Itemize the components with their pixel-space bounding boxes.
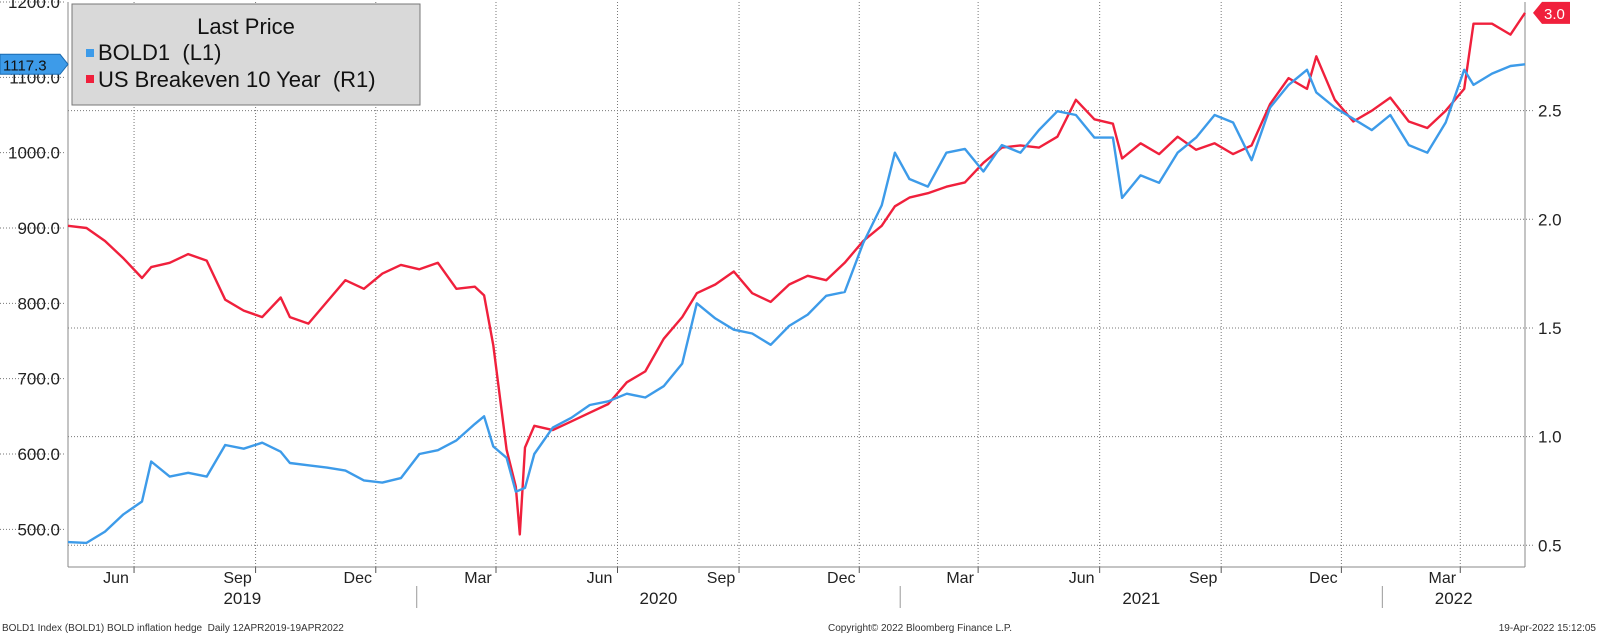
last-value-label-breakeven: 3.0 xyxy=(1544,6,1565,23)
year-label: 2020 xyxy=(640,589,678,608)
last-value-badge-breakeven xyxy=(1533,1,1570,24)
month-tick-label: Dec xyxy=(344,570,372,587)
last-value-label-bold1: 1117.3 xyxy=(3,57,47,74)
right-axis-tick-label: 1.5 xyxy=(1538,319,1562,338)
month-tick-label: Dec xyxy=(1309,570,1337,587)
left-axis-tick-label: 1200.0 xyxy=(8,0,60,12)
series-layer xyxy=(67,12,1526,545)
legend-label-bold1: BOLD1 (L1) xyxy=(98,40,222,65)
series-line-breakeven xyxy=(67,12,1526,536)
grid xyxy=(0,1,1535,567)
legend[interactable]: Last Price BOLD1 (L1) US Breakeven 10 Ye… xyxy=(71,3,421,106)
right-axis-tick-label: 2.5 xyxy=(1538,102,1562,121)
left-axis-tick-label: 1000.0 xyxy=(8,144,60,163)
legend-swatch-breakeven xyxy=(86,75,94,83)
year-label: 2021 xyxy=(1122,589,1160,608)
right-axis-tick-label: 0.5 xyxy=(1538,536,1562,555)
left-axis-tick-label: 500.0 xyxy=(17,520,60,539)
month-tick-label: Mar xyxy=(1428,570,1456,587)
month-tick-label: Jun xyxy=(1069,570,1095,587)
year-label: 2019 xyxy=(223,589,261,608)
month-tick-label: Sep xyxy=(1189,570,1218,587)
year-label: 2022 xyxy=(1435,589,1473,608)
month-tick-label: Dec xyxy=(827,570,855,587)
legend-label-breakeven: US Breakeven 10 Year (R1) xyxy=(98,67,376,92)
right-axis-tick-label: 2.0 xyxy=(1538,210,1562,229)
right-axis-tick-label: 1.0 xyxy=(1538,428,1562,447)
legend-title: Last Price xyxy=(197,14,295,39)
last-value-badge-bold1 xyxy=(0,53,69,75)
left-axis-tick-label: 600.0 xyxy=(17,445,60,464)
month-tick-label: Sep xyxy=(707,570,736,587)
month-tick-label: Jun xyxy=(587,570,613,587)
footer-center: Copyright© 2022 Bloomberg Finance L.P. xyxy=(828,623,1012,634)
left-axis-tick-label: 800.0 xyxy=(17,294,60,313)
footer-right: 19-Apr-2022 15:12:05 xyxy=(1499,623,1597,634)
month-tick-label: Mar xyxy=(946,570,974,587)
legend-swatch-bold1 xyxy=(86,49,94,57)
left-axis-tick-label: 900.0 xyxy=(17,219,60,238)
legend-box xyxy=(71,3,421,106)
month-tick-label: Mar xyxy=(464,570,492,587)
footer: BOLD1 Index (BOLD1) BOLD inflation hedge… xyxy=(2,623,1596,634)
month-tick-label: Sep xyxy=(223,570,252,587)
left-axis-tick-label: 700.0 xyxy=(17,370,60,389)
footer-left: BOLD1 Index (BOLD1) BOLD inflation hedge… xyxy=(2,623,344,634)
series-line-bold1 xyxy=(67,63,1526,545)
last-value-badges: 1117.3 3.0 xyxy=(0,1,1570,75)
month-tick-label: Jun xyxy=(103,570,129,587)
